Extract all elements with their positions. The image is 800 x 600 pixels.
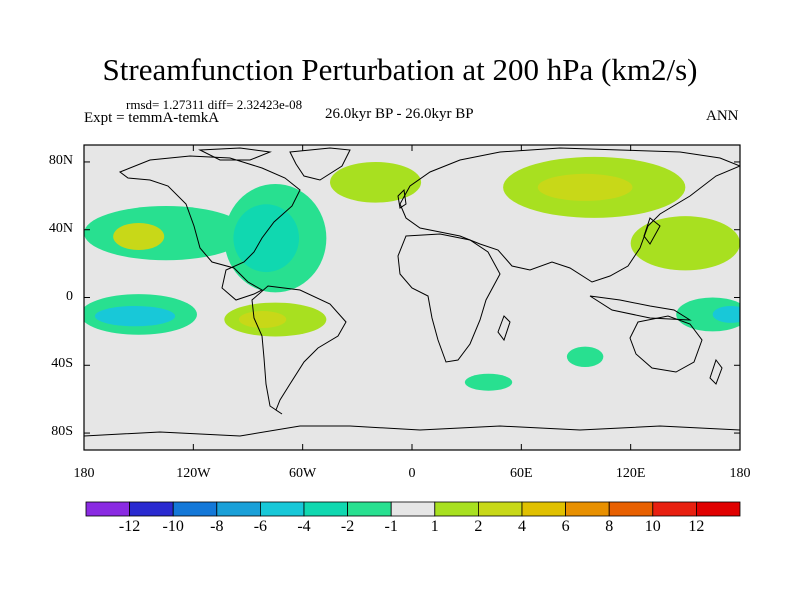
colorbar-label: -12: [118, 518, 141, 535]
colorbar-swatch: [259, 501, 305, 517]
coast-north-america: [118, 155, 301, 301]
season-label: ANN: [706, 108, 739, 124]
field-region: [676, 297, 740, 332]
colorbar-swatch: [303, 501, 348, 517]
colorbar-label: -10: [162, 518, 184, 535]
field-layer: [84, 156, 740, 391]
lat-label-0: 0: [66, 288, 73, 304]
field-region: [566, 346, 604, 367]
lat-label-80n: 80N: [48, 152, 73, 168]
coast-japan: [643, 217, 661, 245]
colorbar-label: -8: [210, 518, 224, 535]
field-region: [630, 216, 740, 271]
coast-madagascar: [497, 315, 511, 342]
coast-africa: [397, 233, 501, 363]
lon-label-180e: 180: [729, 466, 751, 481]
coast-south-america: [251, 285, 347, 415]
colorbar: [85, 501, 741, 517]
colorbar-label: -2: [340, 518, 355, 535]
colorbar-swatch: [129, 501, 174, 517]
colorbar-label: 2: [474, 518, 483, 535]
colorbar-swatch: [172, 501, 218, 517]
field-region: [330, 161, 422, 203]
coast-eurasia: [399, 147, 740, 283]
coast-arctic-islands: [198, 147, 272, 161]
field-region: [113, 222, 165, 251]
period-label: 26.0kyr BP - 26.0kyr BP: [325, 106, 474, 122]
colorbar-label: -6: [253, 518, 268, 535]
colorbar-label: 12: [688, 518, 705, 535]
field-region: [712, 305, 740, 323]
coast-indonesia: [589, 295, 692, 321]
coast-antarctica: [84, 425, 740, 437]
lon-label-60w: 60W: [289, 466, 317, 481]
coast-new-zealand: [709, 358, 723, 385]
colorbar-label: 8: [605, 518, 614, 535]
coastline-layer: [84, 147, 740, 437]
field-region: [238, 311, 287, 328]
field-region: [94, 305, 176, 327]
colorbar-label: -1: [384, 518, 398, 535]
colorbar-swatch: [696, 501, 741, 517]
colorbar-label: 1: [430, 518, 439, 535]
colorbar-swatch: [565, 501, 610, 517]
colorbar-label: 10: [644, 518, 661, 535]
coast-greenland: [289, 147, 351, 181]
coast-australia: [629, 315, 703, 373]
lat-label-80s: 80S: [51, 424, 73, 440]
colorbar-label: 6: [561, 518, 570, 535]
colorbar-swatch: [347, 501, 392, 517]
colorbar-swatch: [216, 501, 261, 517]
colorbar-label: -4: [297, 518, 311, 535]
field-region: [233, 204, 300, 273]
colorbar-swatch: [652, 501, 697, 517]
lon-label-0: 0: [408, 466, 416, 481]
experiment-label: Expt = temmA-temkA: [84, 110, 220, 126]
coast-uk: [397, 188, 407, 209]
lon-label-60e: 60E: [510, 466, 533, 481]
lat-label-40s: 40S: [51, 356, 73, 372]
field-region: [84, 206, 248, 261]
stats-label: rmsd= 1.27311 diff= 2.32423e-08: [126, 97, 303, 112]
colorbar-swatch: [390, 501, 436, 517]
colorbar-swatch: [477, 501, 523, 517]
lon-label-180w: 180: [73, 466, 95, 481]
tick-layer: [83, 145, 741, 450]
map-title: Streamfunction Perturbation at 200 hPa (…: [102, 52, 698, 87]
colorbar-swatch: [608, 501, 654, 517]
colorbar-swatch: [434, 501, 479, 517]
field-region: [464, 373, 513, 391]
lon-label-120e: 120E: [615, 466, 646, 481]
lat-label-40n: 40N: [48, 220, 73, 236]
lon-label-120w: 120W: [176, 466, 211, 481]
colorbar-swatch: [521, 501, 566, 517]
colorbar-swatch: [85, 501, 130, 517]
field-region: [537, 173, 633, 201]
colorbar-label: 4: [518, 518, 526, 535]
